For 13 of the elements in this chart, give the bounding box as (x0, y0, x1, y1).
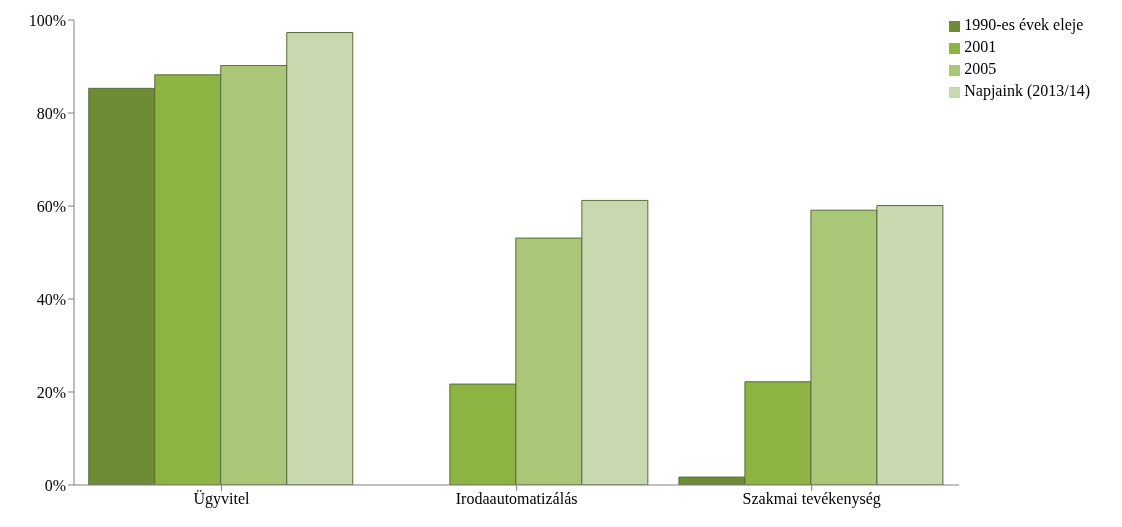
y-tick-label: 80% (36, 104, 66, 122)
legend-label: 1990-es évek eleje (964, 16, 1084, 33)
legend-label: Napjaink (2013/14) (964, 82, 1090, 99)
y-tick-label: 0% (44, 476, 66, 494)
legend-label: 2001 (964, 38, 997, 55)
y-tick-label: 100% (28, 11, 66, 29)
y-tick-label: 20% (36, 383, 66, 401)
y-tick-label: 40% (36, 290, 66, 308)
y-tick-label: 60% (36, 197, 66, 215)
x-tick-label: Irodaautomatizálás (455, 490, 578, 508)
x-tick-label: Szakmai tevékenység (742, 490, 881, 509)
legend-label: 2005 (964, 60, 997, 77)
x-tick-label: Ügyvitel (193, 490, 251, 509)
